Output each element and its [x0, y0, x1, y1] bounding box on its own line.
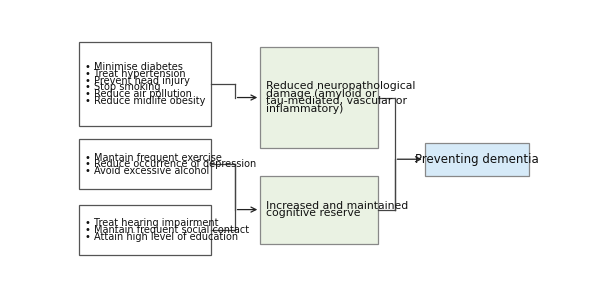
- Bar: [80, 205, 212, 255]
- Text: Increased and maintained: Increased and maintained: [266, 201, 408, 211]
- Bar: [425, 143, 529, 176]
- Text: tau-mediated, vascular or: tau-mediated, vascular or: [266, 96, 407, 106]
- Text: • Mantain frequent social contact: • Mantain frequent social contact: [85, 225, 249, 235]
- Text: cognitive reserve: cognitive reserve: [266, 208, 360, 218]
- Bar: [260, 46, 379, 148]
- Bar: [260, 176, 379, 243]
- Text: • Stop smoking: • Stop smoking: [85, 82, 160, 92]
- Text: • Prevent head injury: • Prevent head injury: [85, 76, 190, 86]
- Text: • Reduce occurrence of depression: • Reduce occurrence of depression: [85, 159, 256, 169]
- Text: • Avoid excessive alcohol: • Avoid excessive alcohol: [85, 166, 209, 176]
- Text: • Reduce midlife obesity: • Reduce midlife obesity: [85, 96, 205, 106]
- Text: • Minimise diabetes: • Minimise diabetes: [85, 62, 183, 72]
- Bar: [80, 42, 212, 126]
- Text: • Treat hearing impairment: • Treat hearing impairment: [85, 218, 218, 228]
- Text: • Mantain frequent exercise: • Mantain frequent exercise: [85, 153, 222, 163]
- Text: Preventing dementia: Preventing dementia: [415, 153, 539, 166]
- Bar: [80, 139, 212, 189]
- Text: • Treat hypertension: • Treat hypertension: [85, 69, 185, 79]
- Text: damage (amyloid or: damage (amyloid or: [266, 89, 376, 99]
- Text: Reduced neuropathological: Reduced neuropathological: [266, 81, 415, 91]
- Text: inflammatory): inflammatory): [266, 104, 343, 114]
- Text: • Attain high level of education: • Attain high level of education: [85, 232, 238, 242]
- Text: • Reduce air pollution: • Reduce air pollution: [85, 89, 192, 99]
